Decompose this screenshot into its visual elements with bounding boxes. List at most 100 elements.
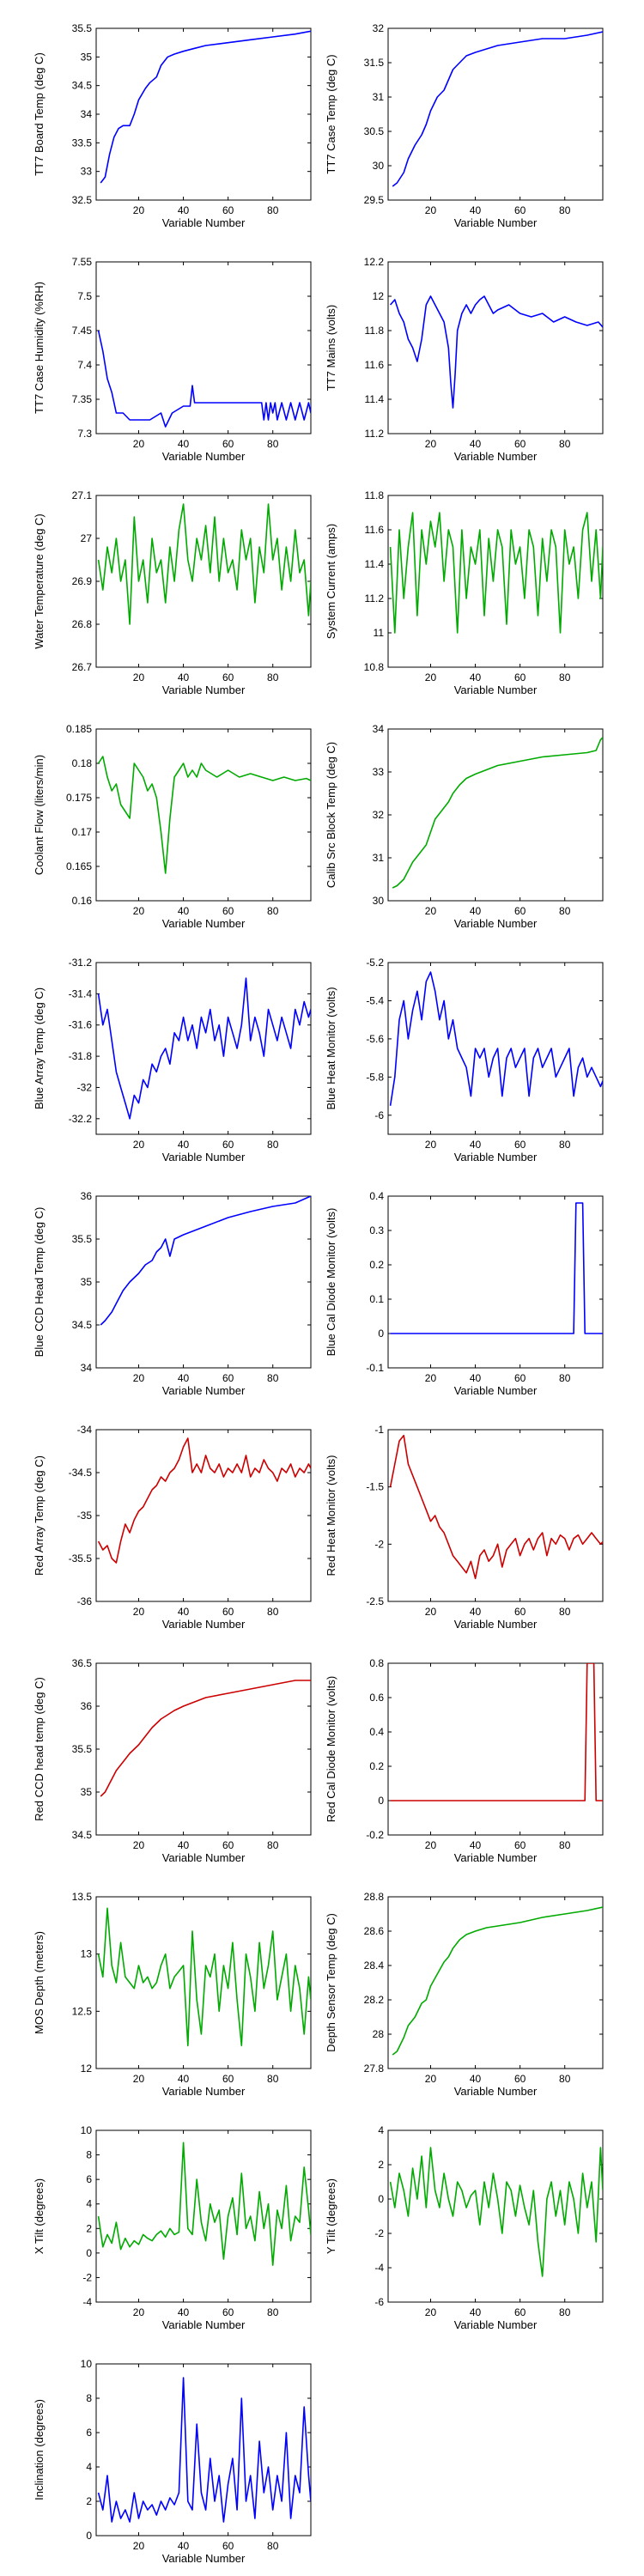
y-tick-label: 0.165	[66, 860, 92, 872]
chart-panel: -36 -35.5 -35 -34.5 -34 20 40 60 80 Variable Numb…	[33, 1424, 312, 1631]
y-tick-label: 34	[81, 1362, 93, 1374]
chart-panel: -6 -5.8 -5.6 -5.4 -5.2 20 40 60 80 Variable Numbe…	[325, 957, 604, 1163]
y-tick-label: 0.17	[72, 826, 93, 838]
x-tick-label: 20	[425, 905, 437, 917]
x-tick-label: 40	[178, 2073, 190, 2085]
y-tick-label: -5.4	[366, 994, 384, 1006]
y-tick-label: 36.5	[72, 1657, 93, 1669]
x-tick-label: 60	[222, 1839, 234, 1851]
x-tick-label: 40	[178, 905, 190, 917]
y-tick-label: 0.18	[72, 757, 93, 769]
x-tick-label: 20	[133, 1606, 145, 1618]
y-tick-label: 30.5	[364, 125, 385, 137]
y-tick-label: 12.2	[364, 256, 385, 268]
y-tick-label: 11.8	[365, 325, 385, 337]
x-axis-label: Variable Number	[162, 1384, 246, 1397]
y-tick-label: 7.5	[77, 290, 92, 302]
series-line	[392, 737, 603, 889]
y-tick-label: 0.3	[369, 1224, 384, 1236]
plot-frame	[387, 261, 604, 434]
series-line	[100, 30, 311, 184]
y-tick-label: -31.6	[69, 1019, 93, 1031]
x-tick-label: 80	[559, 2306, 571, 2318]
y-tick-label: 28.8	[364, 1891, 385, 1903]
chart-panel: 32.5 33 33.5 34 34.5 35 35.5 20 40 60 80 Variable N…	[33, 22, 312, 229]
series-line	[392, 31, 603, 187]
x-tick-label: 80	[559, 2073, 571, 2085]
y-tick-label: 2	[86, 2495, 92, 2507]
y-tick-label: -35	[77, 1510, 93, 1522]
y-tick-label: 34.5	[72, 80, 93, 92]
x-tick-label: 20	[133, 2073, 145, 2085]
y-tick-label: -31.4	[69, 987, 93, 999]
y-tick-label: 26.9	[72, 575, 93, 587]
x-tick-label: 80	[267, 671, 279, 683]
plot-frame	[95, 962, 312, 1135]
series-line	[97, 977, 311, 1120]
x-tick-label: 80	[559, 671, 571, 683]
x-tick-label: 40	[470, 905, 482, 917]
x-tick-label: 60	[222, 2540, 234, 2552]
plot-frame	[95, 495, 312, 668]
y-tick-label: 31	[373, 91, 385, 103]
series-line	[389, 295, 603, 409]
x-tick-label: 20	[425, 438, 437, 450]
y-tick-label: -4	[82, 2296, 92, 2308]
plot-frame	[387, 27, 604, 201]
y-tick-label: 11.2	[365, 428, 385, 440]
x-tick-label: 40	[470, 1139, 482, 1151]
series-line	[389, 2147, 603, 2277]
series-line	[97, 1907, 311, 2047]
y-tick-label: 36	[81, 1700, 93, 1712]
y-axis-label: TT7 Case Temp (deg C)	[325, 54, 337, 173]
y-tick-label: 0	[86, 2530, 92, 2542]
x-axis-label: Variable Number	[162, 2085, 246, 2098]
x-tick-label: 80	[267, 2306, 279, 2318]
x-tick-label: 60	[222, 1372, 234, 1384]
x-tick-label: 20	[133, 671, 145, 683]
x-tick-label: 60	[222, 671, 234, 683]
y-tick-label: 6	[86, 2427, 92, 2439]
chart-panel: 12 12.5 13 13.5 20 40 60 80 Variable Number MOS D…	[33, 1891, 312, 2098]
series-line	[97, 756, 311, 874]
plot-frame	[387, 962, 604, 1135]
x-tick-label: 80	[267, 438, 279, 450]
x-tick-label: 20	[133, 438, 145, 450]
y-tick-label: 12	[373, 290, 385, 302]
y-tick-label: 0.6	[369, 1692, 384, 1704]
y-tick-label: 0.4	[369, 1726, 384, 1738]
y-axis-label: Red Cal Diode Monitor (volts)	[325, 1676, 337, 1823]
x-tick-label: 60	[514, 1606, 526, 1618]
y-tick-label: 28.4	[364, 1959, 385, 1971]
x-tick-label: 20	[133, 2540, 145, 2552]
y-tick-label: 31	[373, 852, 385, 864]
plot-frame	[387, 1195, 604, 1369]
chart-panel: -6 -4 -2 0 2 4 20 40 60 80 Variable Number Y Tilt (…	[325, 2124, 604, 2331]
y-axis-label: TT7 Case Humidity (%RH)	[33, 282, 46, 414]
x-tick-label: 80	[559, 1606, 571, 1618]
x-tick-label: 80	[559, 905, 571, 917]
y-tick-label: 36	[81, 1190, 93, 1202]
y-axis-label: Blue CCD Head Temp (deg C)	[33, 1207, 46, 1358]
y-axis-label: TT7 Mains (volts)	[325, 305, 337, 391]
y-tick-label: 8	[86, 2392, 92, 2404]
x-tick-label: 20	[133, 1139, 145, 1151]
x-tick-label: 80	[267, 1839, 279, 1851]
y-tick-label: 11.6	[365, 359, 385, 371]
chart-panel: -0.1 0 0.1 0.2 0.3 0.4 20 40 60 80 Variable Number…	[325, 1190, 604, 1397]
chart-panel: 7.3 7.35 7.4 7.45 7.5 7.55 20 40 60 80 Variable Nu…	[33, 256, 312, 463]
chart-panel: 10.8 11 11.2 11.4 11.6 11.8 20 40 60 80 Variable N…	[325, 489, 604, 696]
y-tick-label: 10	[81, 2358, 93, 2370]
y-tick-label: 4	[378, 2124, 384, 2136]
series-line	[97, 1437, 311, 1564]
y-axis-label: Blue Heat Monitor (volts)	[325, 987, 337, 1109]
y-tick-label: -6	[374, 1109, 384, 1121]
x-axis-label: Variable Number	[454, 683, 538, 696]
y-tick-label: 32	[373, 809, 385, 821]
y-tick-label: -31.2	[69, 957, 93, 969]
y-tick-label: 27	[81, 532, 93, 544]
y-tick-label: 0.175	[66, 792, 92, 804]
x-tick-label: 40	[470, 204, 482, 216]
plot-frame	[95, 1429, 312, 1602]
x-tick-label: 60	[222, 1139, 234, 1151]
